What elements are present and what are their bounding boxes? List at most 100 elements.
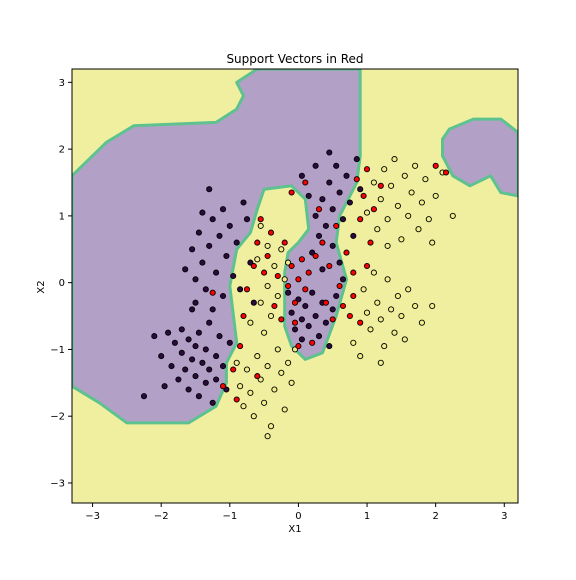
support-vector-point — [326, 262, 333, 270]
support-vector-point — [298, 256, 305, 263]
class-1-point — [401, 336, 408, 343]
class-0-point — [192, 299, 199, 306]
class-0-point — [165, 329, 172, 336]
class-1-point — [377, 196, 384, 203]
class-1-point — [412, 302, 419, 310]
support-vector-point — [240, 312, 247, 320]
decision-regions — [72, 69, 518, 425]
class-0-point — [250, 299, 257, 306]
class-0-point — [237, 286, 244, 293]
class-0-point — [240, 199, 247, 206]
class-0-point — [192, 276, 199, 283]
class-1-point — [429, 239, 436, 246]
class-1-point — [240, 403, 247, 410]
class-1-point — [394, 292, 401, 300]
class-1-point — [267, 423, 275, 430]
support-vector-point — [209, 289, 216, 296]
class-0-point — [339, 276, 347, 283]
class-1-point — [367, 326, 374, 333]
y-tick-label: 2 — [59, 145, 65, 156]
support-vector-point — [285, 282, 292, 290]
class-0-point — [309, 289, 316, 296]
support-vector-point — [357, 319, 364, 326]
support-vector-point — [322, 299, 329, 306]
class-0-region-island — [441, 117, 518, 198]
x-axis: −3 −2 −1 0 1 2 3 — [85, 503, 507, 522]
class-0-point — [209, 306, 216, 313]
class-1-point — [408, 189, 415, 196]
class-1-point — [363, 209, 371, 216]
class-1-point — [370, 269, 377, 276]
class-0-point — [343, 172, 350, 179]
class-1-point — [264, 282, 271, 290]
support-vector-point — [302, 286, 309, 293]
class-0-point — [319, 266, 326, 273]
support-vector-point — [363, 262, 371, 270]
x-tick-label: 2 — [432, 511, 438, 522]
class-0-point — [322, 222, 329, 229]
support-vector-point — [291, 299, 299, 306]
class-0-point — [202, 346, 209, 353]
support-vector-point — [302, 179, 309, 186]
support-vector-point — [333, 222, 340, 229]
support-vector-point — [309, 339, 316, 346]
class-0-point — [319, 196, 326, 203]
class-0-point — [199, 259, 206, 266]
class-0-point — [185, 336, 192, 343]
support-vector-point — [267, 229, 275, 236]
x-tick-label: 0 — [295, 511, 301, 522]
class-0-point — [298, 316, 305, 323]
class-1-point — [271, 262, 278, 270]
class-1-point — [381, 343, 388, 350]
class-1-point — [388, 306, 395, 313]
class-1-point — [432, 192, 439, 199]
support-vector-point — [233, 396, 240, 403]
support-vector-point — [357, 216, 364, 223]
class-0-point — [326, 343, 333, 350]
class-0-point — [219, 363, 227, 370]
class-0-point — [339, 216, 347, 223]
class-0-point — [302, 302, 309, 310]
class-0-point — [202, 379, 209, 386]
class-1-point — [285, 359, 292, 366]
class-0-point — [219, 292, 227, 300]
class-0-point — [346, 199, 353, 206]
y-tick-label: −2 — [50, 412, 65, 423]
class-0-point — [140, 393, 148, 400]
class-0-point — [158, 353, 165, 360]
class-0-point — [199, 359, 206, 366]
class-1-point — [405, 286, 412, 293]
support-vector-point — [343, 249, 350, 256]
class-0-point — [189, 246, 196, 253]
class-1-point — [398, 312, 405, 320]
class-0-point — [326, 179, 333, 186]
plot-area — [72, 69, 518, 503]
class-1-point — [350, 339, 357, 346]
class-0-point — [151, 333, 158, 340]
class-0-point — [175, 376, 182, 383]
class-0-point — [336, 189, 343, 196]
points-layer — [140, 149, 456, 440]
class-0-point — [230, 272, 237, 280]
class-0-point — [209, 399, 216, 406]
class-1-point — [422, 176, 429, 183]
class-0-point — [206, 242, 213, 249]
class-1-point — [278, 369, 285, 376]
class-1-point — [381, 166, 388, 173]
support-vector-point — [288, 189, 295, 196]
class-1-point — [250, 413, 257, 420]
class-0-point — [216, 333, 223, 340]
class-0-point — [182, 366, 189, 373]
class-1-point — [233, 359, 240, 366]
support-vector-point — [291, 319, 299, 326]
class-0-point — [182, 266, 189, 273]
y-tick-label: 1 — [59, 211, 65, 222]
class-1-point — [394, 202, 401, 209]
support-vector-point — [257, 216, 264, 223]
class-0-point — [168, 363, 175, 370]
x-tick-label: −2 — [154, 511, 169, 522]
class-0-point — [312, 212, 319, 219]
class-1-point — [247, 389, 254, 396]
class-1-point — [360, 286, 367, 293]
support-vector-point — [370, 206, 377, 213]
